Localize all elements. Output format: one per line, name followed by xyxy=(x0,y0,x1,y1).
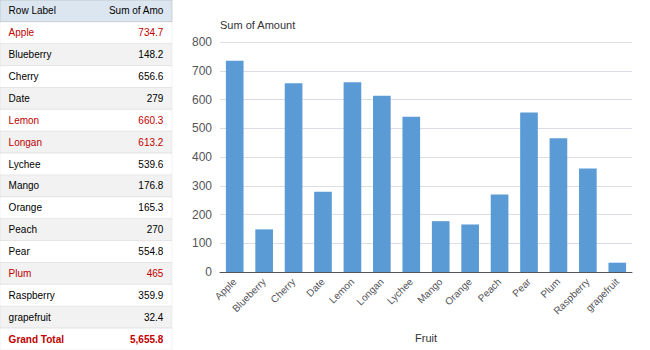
svg-text:176.8: 176.8 xyxy=(138,180,163,191)
svg-text:Row Label: Row Label xyxy=(9,5,56,16)
svg-text:Blueberry: Blueberry xyxy=(9,49,52,60)
svg-text:Longan: Longan xyxy=(9,137,42,148)
svg-text:0: 0 xyxy=(205,265,212,279)
svg-text:270: 270 xyxy=(147,224,164,235)
svg-text:165.3: 165.3 xyxy=(138,202,163,213)
svg-text:Apple: Apple xyxy=(9,27,35,38)
svg-text:Fruit: Fruit xyxy=(415,332,437,344)
svg-text:279: 279 xyxy=(147,93,164,104)
svg-text:500: 500 xyxy=(192,121,212,135)
svg-text:Apple: Apple xyxy=(213,276,239,302)
svg-text:Cherry: Cherry xyxy=(9,71,39,82)
svg-text:613.2: 613.2 xyxy=(138,137,163,148)
svg-text:300: 300 xyxy=(192,179,212,193)
svg-text:5,655.8: 5,655.8 xyxy=(130,334,164,345)
svg-text:Peach: Peach xyxy=(9,224,37,235)
svg-text:Sum of Amount: Sum of Amount xyxy=(220,19,295,31)
svg-text:32.4: 32.4 xyxy=(144,312,164,323)
svg-text:Orange: Orange xyxy=(443,276,475,308)
svg-text:465: 465 xyxy=(147,268,164,279)
svg-text:200: 200 xyxy=(192,208,212,222)
svg-text:Lemon: Lemon xyxy=(9,115,40,126)
svg-text:Longan: Longan xyxy=(354,276,385,307)
svg-text:Peach: Peach xyxy=(476,276,504,304)
svg-text:Raspberry: Raspberry xyxy=(551,276,591,316)
svg-text:734.7: 734.7 xyxy=(138,27,163,38)
svg-text:grapefruit: grapefruit xyxy=(9,312,51,323)
svg-text:600: 600 xyxy=(192,93,212,107)
svg-text:700: 700 xyxy=(192,64,212,78)
svg-text:grapefruit: grapefruit xyxy=(584,276,622,314)
svg-text:100: 100 xyxy=(192,236,212,250)
svg-text:Mango: Mango xyxy=(9,180,40,191)
svg-text:Blueberry: Blueberry xyxy=(230,276,268,314)
svg-text:Pear: Pear xyxy=(510,276,533,299)
svg-text:Raspberry: Raspberry xyxy=(9,290,55,301)
svg-text:Lemon: Lemon xyxy=(327,276,356,305)
svg-text:656.6: 656.6 xyxy=(138,71,163,82)
svg-text:148.2: 148.2 xyxy=(138,49,163,60)
svg-text:Plum: Plum xyxy=(9,268,32,279)
svg-text:Lychee: Lychee xyxy=(385,276,416,307)
svg-text:Pear: Pear xyxy=(9,246,31,257)
svg-text:660.3: 660.3 xyxy=(138,115,163,126)
svg-text:Orange: Orange xyxy=(9,202,43,213)
svg-text:539.6: 539.6 xyxy=(138,159,163,170)
svg-text:Mango: Mango xyxy=(415,276,445,306)
svg-text:Grand Total: Grand Total xyxy=(9,334,65,345)
svg-text:Plum: Plum xyxy=(538,276,562,300)
svg-text:Lychee: Lychee xyxy=(9,159,41,170)
svg-text:554.8: 554.8 xyxy=(138,246,163,257)
svg-text:Date: Date xyxy=(9,93,31,104)
svg-text:Sum of Amo: Sum of Amo xyxy=(109,5,164,16)
svg-text:Cherry: Cherry xyxy=(268,276,297,305)
svg-text:400: 400 xyxy=(192,150,212,164)
svg-text:359.9: 359.9 xyxy=(138,290,163,301)
svg-text:800: 800 xyxy=(192,35,212,49)
svg-text:Date: Date xyxy=(304,276,327,299)
